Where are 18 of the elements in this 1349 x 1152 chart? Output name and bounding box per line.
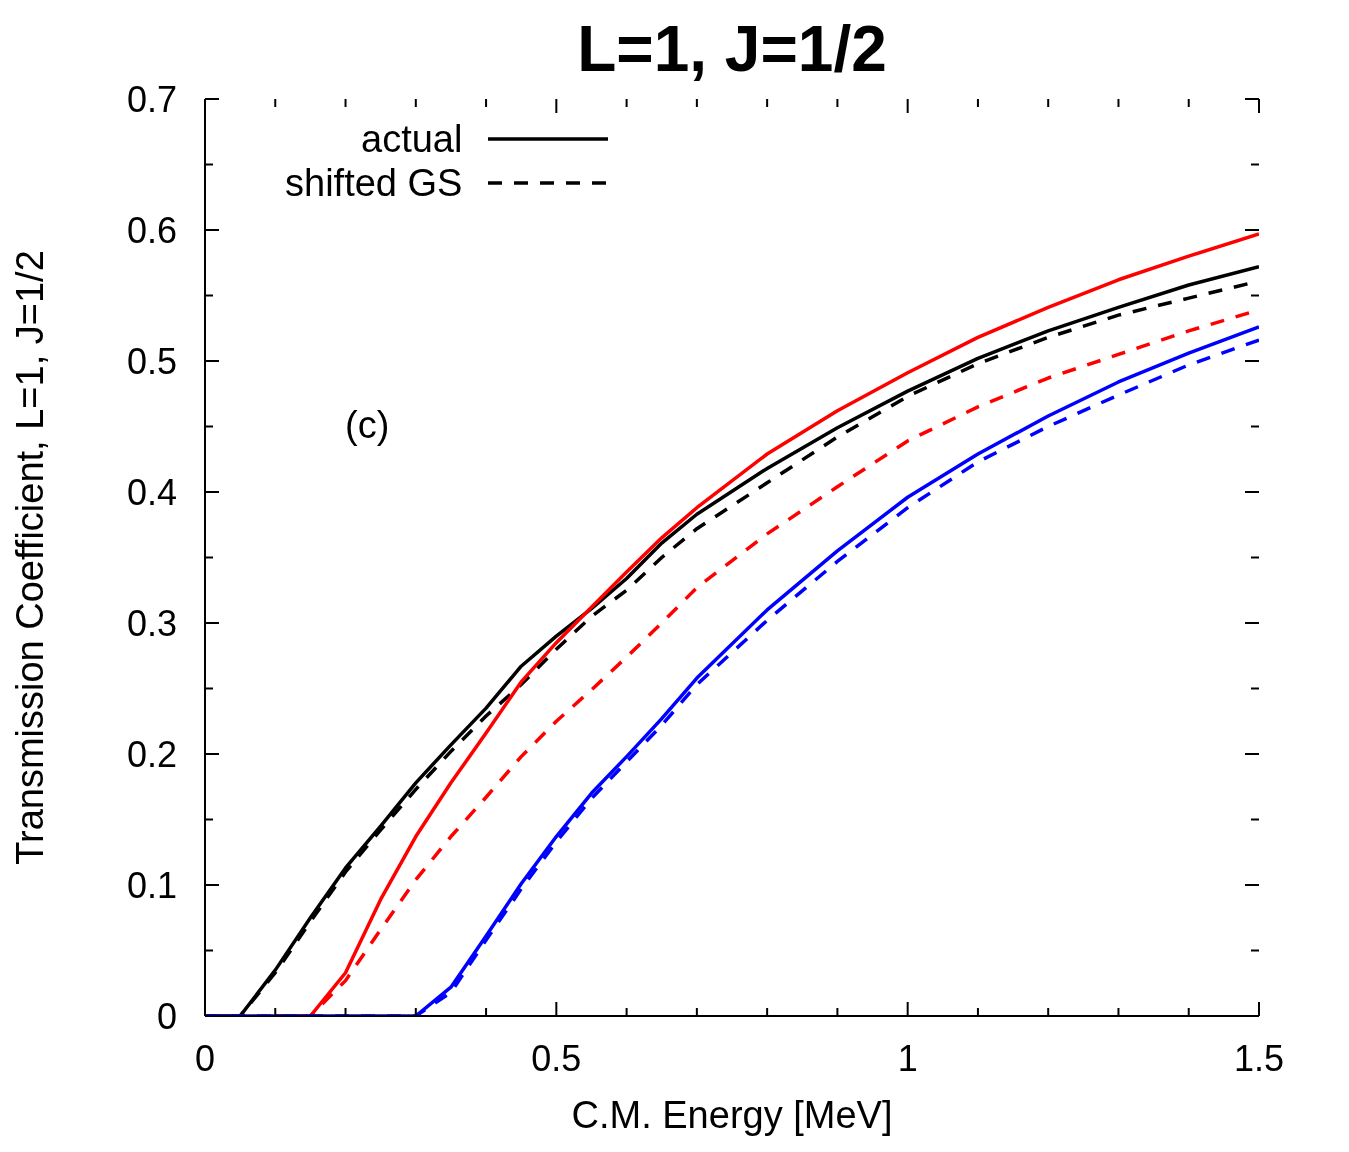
y-tick-label: 0.2 [126, 733, 177, 775]
x-axis-title: C.M. Energy [MeV] [571, 1094, 893, 1136]
x-tick-label: 0.5 [531, 1038, 582, 1079]
y-tick-label: 0.3 [126, 602, 177, 644]
annotation: (c) [345, 404, 390, 447]
y-tick-label: 0.4 [126, 471, 177, 513]
y-tick-label: 0 [156, 995, 177, 1037]
x-tick-label: 1.5 [1233, 1038, 1285, 1079]
y-axis-title: Transmission Coefficient, L=1, J=1/2 [9, 250, 52, 865]
legend-label: actual [361, 117, 463, 161]
y-tick-label: 0.1 [126, 864, 177, 906]
x-tick-label: 1 [897, 1038, 918, 1079]
y-tick-label: 0.5 [126, 340, 177, 382]
x-tick-label: 0 [194, 1038, 216, 1079]
y-tick-label: 0.7 [126, 78, 177, 120]
chart-title: L=1, J=1/2 [576, 12, 888, 86]
legend-label: shifted GS [285, 161, 463, 205]
y-tick-label: 0.6 [126, 209, 177, 251]
